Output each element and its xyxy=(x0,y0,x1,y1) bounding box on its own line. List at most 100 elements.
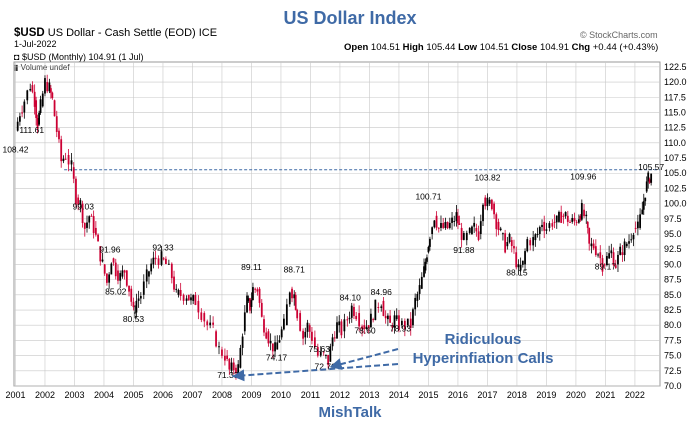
candle-body xyxy=(548,223,551,228)
x-tick-label: 2004 xyxy=(94,390,114,400)
candle-body xyxy=(283,318,285,330)
candle-body xyxy=(642,201,645,210)
x-tick-label: 2020 xyxy=(566,390,586,400)
candle-body xyxy=(212,322,215,325)
candle-body xyxy=(110,263,113,275)
chg-label: Chg xyxy=(571,42,591,53)
candle-body xyxy=(558,211,560,222)
candle-body xyxy=(177,290,180,295)
candle-body xyxy=(70,160,73,165)
candle-body xyxy=(619,246,622,255)
candle-body xyxy=(209,322,212,326)
candle-body xyxy=(448,222,451,228)
candle-body xyxy=(128,285,130,292)
x-tick-label: 2019 xyxy=(536,390,556,400)
candle-body xyxy=(590,243,593,247)
x-tick-label: 2012 xyxy=(330,390,350,400)
candle-body xyxy=(306,322,309,332)
candle-body xyxy=(249,298,251,311)
candle-body xyxy=(465,232,468,241)
candle-body xyxy=(304,331,307,338)
candle-body xyxy=(288,292,291,305)
candle-body xyxy=(508,233,511,242)
candle-body xyxy=(130,288,133,302)
data-label: 84.96 xyxy=(371,287,393,297)
candle-body xyxy=(355,315,358,320)
y-tick-label: 112.5 xyxy=(664,123,686,133)
x-tick-label: 2010 xyxy=(271,390,291,400)
candle-body xyxy=(414,297,417,310)
candle-body xyxy=(346,319,349,321)
arrow-2008 xyxy=(232,363,399,382)
candle-body xyxy=(254,288,257,290)
candle-body xyxy=(192,295,195,301)
candle-body xyxy=(258,288,261,303)
candle-body xyxy=(532,237,535,246)
candle-body xyxy=(250,300,253,307)
x-tick-label: 2011 xyxy=(301,390,320,400)
data-label: 85.02 xyxy=(105,287,127,297)
candle-body xyxy=(429,238,431,247)
candle-body xyxy=(647,172,650,182)
candle-body xyxy=(363,325,366,330)
candle-body xyxy=(230,362,233,371)
candle-body xyxy=(365,326,368,330)
candle-body xyxy=(650,173,653,183)
candle-body xyxy=(106,273,108,283)
candle-body xyxy=(601,258,604,272)
candle-body xyxy=(608,253,611,259)
x-tick-label: 2008 xyxy=(212,390,232,400)
series-swatch-icon: ◘ xyxy=(14,52,20,62)
candle-body xyxy=(232,362,235,371)
candle-body xyxy=(276,342,279,350)
candle-body xyxy=(435,215,438,228)
x-tick-label: 2009 xyxy=(241,390,261,400)
footer-brand: MishTalk xyxy=(318,404,382,421)
candle-body xyxy=(206,321,209,326)
candle-body xyxy=(592,243,595,249)
candle-body xyxy=(617,254,619,265)
candle-body xyxy=(431,227,434,235)
candle-body xyxy=(444,221,447,228)
candle-body xyxy=(224,355,226,361)
candle-body xyxy=(308,325,311,332)
candle-body xyxy=(636,221,639,229)
high-label: High xyxy=(402,42,424,53)
data-label: 109.96 xyxy=(570,172,596,182)
candle-body xyxy=(247,298,250,301)
candle-body xyxy=(433,220,436,228)
candle-body xyxy=(577,219,580,223)
candle-body xyxy=(86,222,88,228)
stockcharts-credit[interactable]: © StockCharts.com xyxy=(580,30,658,40)
data-label: 91.96 xyxy=(99,245,121,255)
candle-body xyxy=(526,239,529,252)
candle-body xyxy=(423,266,425,277)
candle-body xyxy=(94,227,97,235)
candle-body xyxy=(462,233,465,240)
candle-body xyxy=(479,221,482,235)
candle-body xyxy=(39,99,42,113)
candle-body xyxy=(536,233,539,235)
y-tick-label: 115.0 xyxy=(664,107,686,117)
y-tick-label: 92.5 xyxy=(664,244,682,254)
candle-body xyxy=(517,264,520,268)
data-label: 88.15 xyxy=(506,268,528,278)
candle-body xyxy=(367,325,370,328)
candle-body xyxy=(583,209,585,217)
data-label: 99.03 xyxy=(73,202,95,212)
candle-body xyxy=(194,295,197,305)
candle-body xyxy=(555,215,558,223)
y-tick-label: 85.0 xyxy=(664,290,682,300)
candle-body xyxy=(553,221,556,223)
candle-body xyxy=(114,262,117,277)
candle-body xyxy=(529,240,532,246)
y-tick-label: 75.0 xyxy=(664,351,682,361)
candle-body xyxy=(338,321,341,326)
y-tick-label: 105.0 xyxy=(664,168,687,178)
candle-body xyxy=(329,346,332,362)
candle-body xyxy=(585,214,588,217)
candle-body xyxy=(179,290,182,297)
candle-body xyxy=(377,306,380,308)
candle-body xyxy=(132,301,135,308)
